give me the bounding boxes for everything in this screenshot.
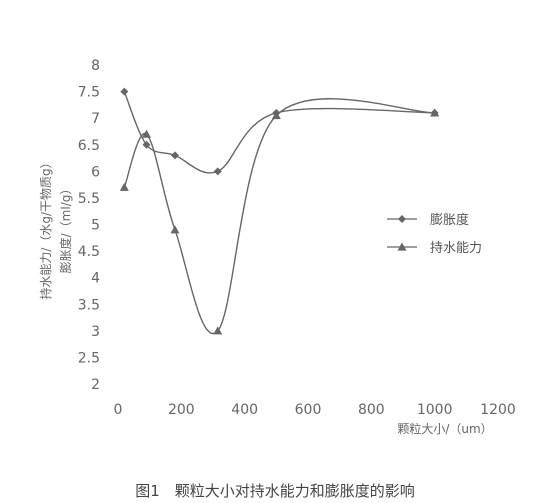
y-tick-label: 6 (91, 164, 100, 180)
series-water-holding (119, 98, 440, 335)
figure-caption: 图1 颗粒大小对持水能力和膨胀度的影响 (135, 482, 415, 500)
data-point-water-holding (142, 129, 151, 138)
y-tick-label: 4 (91, 271, 100, 287)
series-line-swelling (123, 91, 435, 174)
chart: 2 2.5 3 3.5 4 4.5 5 5.5 6 6.5 7 7.5 8 0 200 400 600 800 1… (38, 58, 516, 436)
legend-item-water-holding: 持水能力 (387, 241, 482, 256)
x-tick-label: 400 (231, 402, 258, 418)
data-point-swelling (120, 87, 129, 96)
y-axis-label-water: 持水能力/（水g/干物质g） (38, 156, 53, 299)
x-tick-label: 1000 (417, 402, 453, 418)
data-point-swelling (171, 151, 179, 160)
y-tick-label: 3 (91, 324, 100, 340)
series-layer (119, 87, 440, 335)
legend-label: 持水能力 (430, 241, 482, 256)
y-tick-label: 7 (91, 111, 100, 127)
y-tick-label: 6.5 (78, 138, 100, 154)
series-swelling (120, 87, 439, 176)
legend-marker (397, 242, 407, 251)
y-tick-label: 2.5 (78, 350, 100, 366)
x-tick-label: 600 (295, 402, 322, 418)
y-axis-label-swelling: 膨胀度/（ml/g） (58, 183, 73, 274)
y-tick-label: 3.5 (78, 297, 100, 313)
legend-label: 膨胀度 (430, 212, 469, 228)
y-tick-label: 2 (91, 377, 100, 393)
y-tick-label: 8 (91, 58, 100, 74)
x-axis-label: 颗粒大小/（um） (397, 421, 492, 436)
x-tick-label: 1200 (480, 402, 516, 418)
series-line-water-holding (123, 98, 435, 335)
x-tick-label: 0 (114, 402, 123, 418)
legend-item-swelling: 膨胀度 (387, 212, 469, 228)
data-point-water-holding (271, 111, 281, 120)
legend-marker (398, 215, 406, 223)
y-tick-label: 5 (91, 218, 100, 234)
y-tick-label: 4.5 (78, 244, 100, 260)
x-tick-label: 200 (168, 402, 195, 418)
y-tick-labels: 2 2.5 3 3.5 4 4.5 5 5.5 6 6.5 7 7.5 8 (78, 58, 100, 393)
y-tick-label: 5.5 (78, 191, 100, 207)
y-tick-label: 7.5 (78, 85, 100, 101)
x-tick-labels: 0 200 400 600 800 1000 1200 (114, 402, 516, 418)
data-point-swelling (213, 167, 222, 176)
data-point-water-holding (213, 326, 223, 335)
data-point-water-holding (430, 108, 440, 117)
data-point-water-holding (170, 225, 180, 234)
x-tick-label: 800 (358, 402, 385, 418)
data-point-water-holding (119, 182, 129, 191)
data-point-swelling (142, 140, 151, 149)
